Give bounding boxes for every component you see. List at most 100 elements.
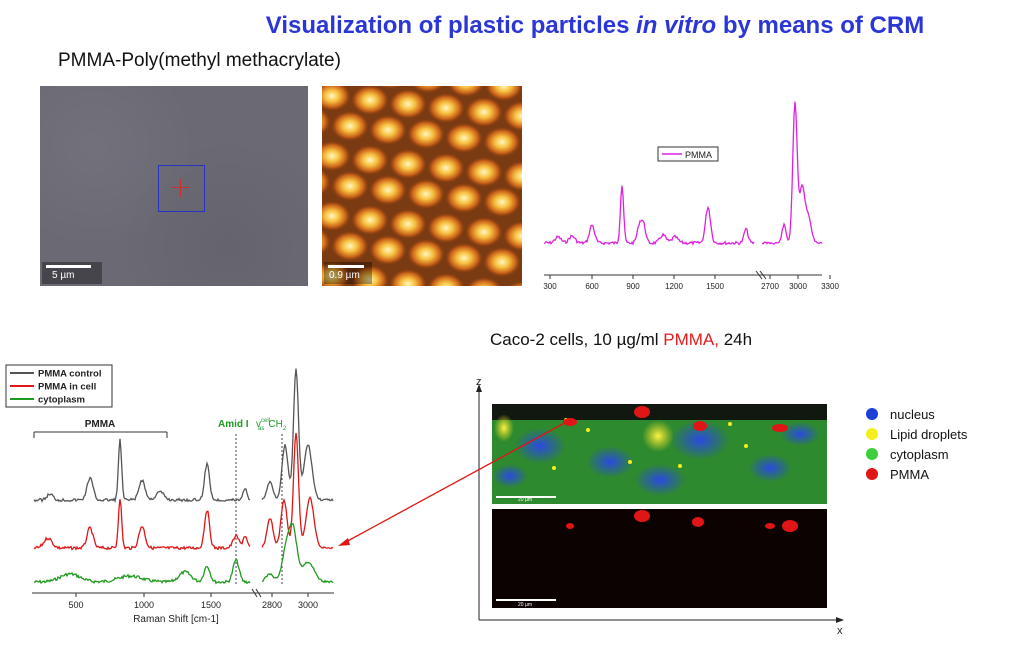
pmma-bracket-label: PMMA [85,419,116,430]
cells-heading-highlight: PMMA, [663,330,719,349]
x-axis-label: Raman Shift [cm-1] [133,614,219,625]
x-tick-label: 1000 [134,600,154,610]
x-tick-label: 500 [68,600,83,610]
crosshair-horizontal [172,187,190,188]
overlay-image: 20 µm [492,404,827,504]
particle-blob [465,276,503,286]
legend-item: nucleus [866,404,967,424]
particle-blob [368,234,408,266]
scale-bar-label: 0.9 µm [329,270,360,281]
particle-blob [330,230,370,262]
axis-break [255,588,262,598]
nucleus-blob [586,446,634,478]
cell-section-images: z x 20 µm 20 µm [476,376,844,637]
control-series-line [33,438,251,504]
selection-box [158,165,205,212]
lipid-droplet [628,460,632,464]
z-axis-label: z [476,376,482,388]
particle-blob [502,160,522,192]
x-tick-label: 900 [626,282,640,291]
x-tick-label: 3000 [298,600,318,610]
lipid-droplet [586,428,590,432]
particle-blob [322,108,332,136]
lipid-droplet [744,444,748,448]
nucleus-blob [670,420,730,460]
comparison-spectrum-chart: PMMA control PMMA in cell cytoplasm PMMA A… [5,364,334,625]
pmma-particle [634,510,650,522]
particle-blob [330,170,370,202]
nucleus-blob [492,464,528,488]
amid-label: Amid I [218,419,249,430]
legend-label: PMMA control [38,369,102,380]
particle-blob [482,126,522,158]
particle-blob [388,268,428,286]
nucleus-blob [634,464,686,496]
particle-blob [388,208,428,240]
particle-blob [322,168,332,196]
image-texture [40,86,308,286]
x-tick-label: 3000 [789,282,807,291]
legend-dot [866,448,878,460]
pmma-series-line-ch [761,101,823,245]
legend-box [657,146,719,162]
cytoplasm-series-line [33,558,251,585]
nucleus-blob [514,428,566,464]
scale-bar-label: 5 µm [52,270,75,281]
scale-bar-label: 20 µm [518,497,532,503]
color-legend: nucleus Lipid droplets cytoplasm PMMA [866,404,967,484]
pmma-channel-bg [492,509,827,608]
cells-heading: Caco-2 cells, 10 µg/ml PMMA, 24h [490,330,752,350]
scale-bar: 0.9 µm [324,262,372,284]
legend-label: nucleus [890,406,935,422]
particle-blob [388,88,428,120]
nucleus-blob [780,422,820,446]
x-axis-label: x [837,625,843,637]
particle-blob [426,212,466,244]
pmma-particle [634,406,650,418]
legend-label: PMMA in cell [38,382,96,393]
in-cell-series-line [33,499,251,551]
particle-blob [444,182,484,214]
scale-bar-line [46,265,91,268]
particle-blob [502,100,522,132]
in-cell-series-line [261,432,334,550]
legend-item: Lipid droplets [866,424,967,444]
particle-blob [520,259,522,273]
x-tick-label: 2700 [761,282,779,291]
lipid-droplet-blob [494,414,514,442]
scale-bar-line [328,265,364,268]
pmma-particle [782,520,798,532]
cytoplasm-series-line [261,522,334,584]
lipid-droplet [728,422,732,426]
particle-blob [482,186,522,218]
particle-blob [330,110,370,142]
x-tick-label: 1500 [201,600,221,610]
ch2-label: vcell as CH2 [256,418,287,432]
crosshair-vertical [180,179,181,197]
x-tick-label: 1500 [706,282,724,291]
pmma-spectrum-chart: PMMA 300 600 900 1200 1500 2700 3000 3300 [543,101,839,291]
axis-break [759,270,767,280]
particle-blob [368,114,408,146]
raman-map-svg [322,86,522,286]
particle-blob [322,228,332,256]
particle-blob [482,246,522,278]
lipid-droplet [552,466,556,470]
subtitle: PMMA-Poly(methyl methacrylate) [58,50,341,71]
title-part1: Visualization of plastic particles [265,12,637,39]
legend-dot [866,408,878,420]
scale-bar: 5 µm [42,262,102,284]
particle-blob [464,216,504,248]
x-axis-arrow [836,617,844,623]
slide-title: Visualization of plastic particles in vi… [0,12,1024,40]
legend-label: PMMA [890,466,929,482]
particle-blob [406,238,446,270]
pmma-particle [563,418,577,426]
pmma-particle [765,523,775,529]
particle-blob [520,139,522,153]
particle-blob [464,156,504,188]
particle-blob [350,144,390,176]
particle-blob [426,152,466,184]
legend-label: cytoplasm [890,446,949,462]
particle-blob [322,86,352,112]
